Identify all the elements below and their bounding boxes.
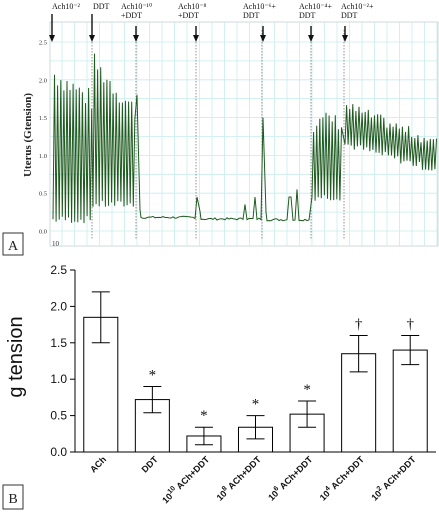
event-annotation-line: DDT xyxy=(93,2,110,11)
panel-a-y-tick-label: 0.5 xyxy=(39,191,47,198)
event-annotation-line: Ach10⁻¹⁰ xyxy=(121,2,152,11)
panel-a-y-axis-label: Uterus (Gtension) xyxy=(22,93,34,177)
panel-a-y-ticks: 2.5 2.0 1.5 1.0 0.5 0.0 xyxy=(39,40,47,236)
category-label: 102 ACh+DDT xyxy=(369,453,418,502)
panel-a-y-tick-label: 2.0 xyxy=(39,77,47,84)
event-annotation-line: +DDT xyxy=(121,11,142,20)
category-label-rest: ACh+DDT xyxy=(379,454,418,493)
event-arrow-head xyxy=(193,35,199,42)
category-label: 108 ACh+DDT xyxy=(214,453,263,502)
category-label: 1010 ACh+DDT xyxy=(160,453,212,505)
significance-mark: * xyxy=(252,397,260,413)
panel-a-y-tick-label: 2.5 xyxy=(39,40,47,47)
event-annotation-line: DDT xyxy=(341,11,358,20)
event-arrow-head xyxy=(133,35,139,42)
event-arrow-head xyxy=(308,35,314,42)
event-annotation: Ach10⁻¹⁰ +DDT xyxy=(121,2,152,20)
category-label: 106 ACh+DDT xyxy=(265,453,314,502)
panel-b-label: B xyxy=(8,492,17,507)
panel-b-y-tick-label: 1.5 xyxy=(50,336,67,350)
event-annotation-line: Ach10⁻⁶+ xyxy=(243,2,276,11)
category-label-base: ACh xyxy=(88,454,108,474)
event-annotation: Ach10⁻²+ DDT xyxy=(341,2,374,20)
panel-b-y-ticks: 0.0 0.5 1.0 1.5 2.0 2.5 xyxy=(50,263,75,459)
significance-mark: * xyxy=(200,408,208,424)
panel-b-y-axis-label: g tension xyxy=(5,316,27,397)
event-annotation-line: Ach10⁻⁸ xyxy=(178,2,207,11)
event-annotation-line: DDT xyxy=(299,11,316,20)
event-arrow-head xyxy=(89,35,95,42)
panel-b-bars xyxy=(83,316,428,453)
event-annotation: DDT xyxy=(93,2,110,11)
category-label-exponent: 4 xyxy=(324,485,332,493)
category-label-rest: ACh+DDT xyxy=(276,454,315,493)
category-label-exponent: 6 xyxy=(273,485,281,493)
significance-mark: † xyxy=(355,317,363,333)
significance-mark: † xyxy=(406,317,414,333)
event-annotation-line: +DDT xyxy=(178,11,199,20)
panel-a-label: A xyxy=(8,239,19,254)
category-label: ACh xyxy=(88,454,108,474)
event-annotation-line: Ach10⁻² xyxy=(52,2,81,11)
category-label-rest: ACh+DDT xyxy=(173,454,212,493)
event-arrow-head xyxy=(342,35,348,42)
panel-b-significance-marks: * * * * † † xyxy=(149,317,415,425)
event-annotation: Ach10⁻² xyxy=(52,2,81,11)
panel-b-y-tick-label: 0.0 xyxy=(50,445,67,459)
panel-a-trace xyxy=(52,53,437,224)
event-annotation: Ach10⁻⁶+ DDT xyxy=(243,2,276,20)
event-arrow-head xyxy=(260,35,266,42)
uterus-tension-trace xyxy=(52,53,437,224)
significance-mark: * xyxy=(149,367,157,383)
panel-a-y-tick-label: 1.0 xyxy=(39,153,47,160)
category-label-exponent: 2 xyxy=(376,485,384,493)
panel-b-y-tick-label: 0.5 xyxy=(50,409,67,423)
category-label: DDT xyxy=(140,454,161,475)
panel-b-y-tick-label: 2.0 xyxy=(50,299,67,313)
category-label-exponent: 10 xyxy=(167,485,178,496)
category-label: 104 ACh+DDT xyxy=(317,453,366,502)
panel-a-y-tick-label: 0.0 xyxy=(39,229,47,236)
category-label-base: DDT xyxy=(140,454,161,475)
category-label-rest: ACh+DDT xyxy=(328,454,367,493)
panel-b-y-tick-label: 2.5 xyxy=(50,263,67,277)
event-annotation-line: Ach10⁻²+ xyxy=(341,2,374,11)
bar xyxy=(392,349,428,453)
event-arrow-head xyxy=(49,35,55,42)
panel-a-trace-chart: 2.52.01.51.00.50.0 Uterus (Gtension) 10 … xyxy=(2,2,439,256)
panel-a-label-box xyxy=(2,232,24,256)
panel-b-y-tick-label: 1.0 xyxy=(50,372,67,386)
event-annotation-line: Ach10⁻⁴+ xyxy=(299,2,332,11)
panel-a-y-tick-label: 1.5 xyxy=(39,115,47,122)
event-annotation: Ach10⁻⁴+ DDT xyxy=(299,2,332,20)
panel-a-x-corner-label: 10 xyxy=(52,240,60,248)
category-label-exponent: 8 xyxy=(221,485,229,493)
panel-b-bar-chart: 0.0 0.5 1.0 1.5 2.0 2.5 g tension * * * * † † ACh D… xyxy=(2,263,436,510)
event-annotation: Ach10⁻⁸ +DDT xyxy=(178,2,207,20)
event-annotation-line: DDT xyxy=(243,11,260,20)
category-label-rest: ACh+DDT xyxy=(224,454,263,493)
significance-mark: * xyxy=(303,382,311,398)
panel-b-label-box xyxy=(2,484,24,510)
panel-b-error-bars xyxy=(91,291,420,446)
